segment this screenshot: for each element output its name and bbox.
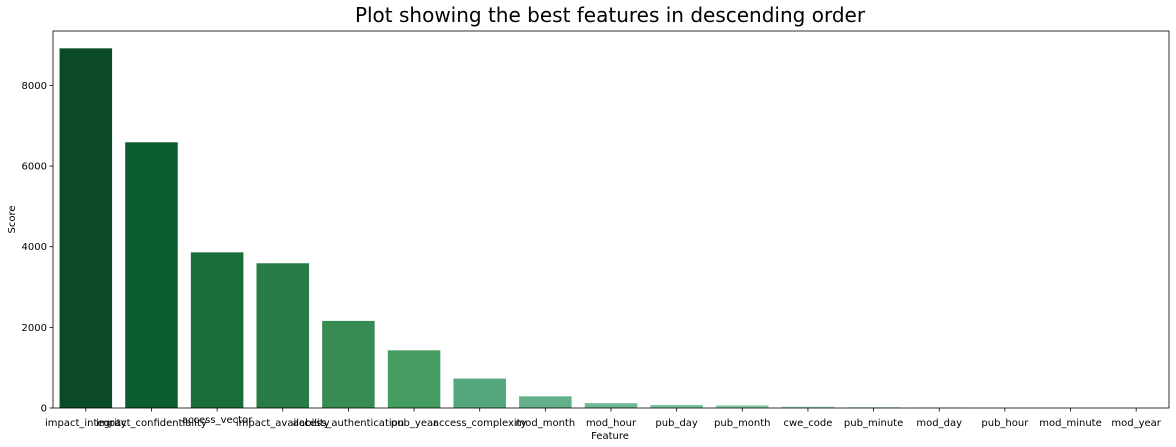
y-tick-label: 4000: [22, 242, 47, 253]
bar-cwe_code: [781, 406, 835, 408]
x-tick-label: pub_day: [655, 418, 698, 429]
x-tick-label: cwe_code: [783, 418, 832, 429]
bar-access_vector: [190, 252, 244, 408]
plot-frame: [52, 30, 1170, 409]
x-tick-label: mod_minute: [1039, 418, 1101, 429]
x-tick-label: impact_integrity: [45, 418, 127, 429]
x-tick-label: mod_month: [516, 418, 576, 429]
x-axis-label: Feature: [591, 431, 629, 442]
y-tick-label: 8000: [22, 81, 47, 92]
y-tick-label: 6000: [22, 162, 47, 173]
bar-mod_hour: [584, 403, 638, 408]
x-tick-label: pub_hour: [981, 418, 1029, 429]
bar-pub_year: [387, 350, 441, 408]
bars-group: [59, 48, 1163, 409]
bar-access_authentication: [322, 320, 375, 408]
chart-title: Plot showing the best features in descen…: [355, 3, 866, 27]
bar-mod_month: [519, 396, 572, 408]
bar-access_complexity: [453, 378, 506, 408]
y-tick-label: 0: [41, 404, 47, 415]
x-tick-label: access_vector: [182, 415, 253, 426]
x-tick-label: pub_month: [714, 418, 771, 429]
x-tick-label: mod_year: [1111, 418, 1161, 429]
bar-pub_minute: [847, 407, 900, 408]
x-axis-ticks: impact_integrityimpact_confidentialityac…: [45, 408, 1162, 429]
x-tick-label: pub_year: [391, 418, 438, 429]
bar-pub_month: [716, 405, 769, 408]
y-tick-label: 2000: [22, 323, 47, 334]
bar-pub_day: [650, 404, 703, 408]
bar-impact_availability: [256, 263, 310, 408]
x-tick-label: mod_hour: [586, 418, 637, 429]
bar-impact_integrity: [59, 48, 113, 409]
bar-impact_confidentiality: [125, 142, 178, 408]
x-tick-label: access_complexity: [433, 418, 527, 429]
x-tick-label: impact_confidentiality: [96, 418, 207, 429]
x-tick-label: mod_day: [916, 418, 962, 429]
x-tick-label: access_authentication: [293, 418, 404, 429]
x-tick-label: pub_minute: [844, 418, 903, 429]
x-tick-label: impact_availability: [236, 418, 330, 429]
y-axis-label: Score: [7, 205, 18, 233]
y-axis-ticks: 0 2000 4000 6000 8000: [22, 81, 53, 415]
